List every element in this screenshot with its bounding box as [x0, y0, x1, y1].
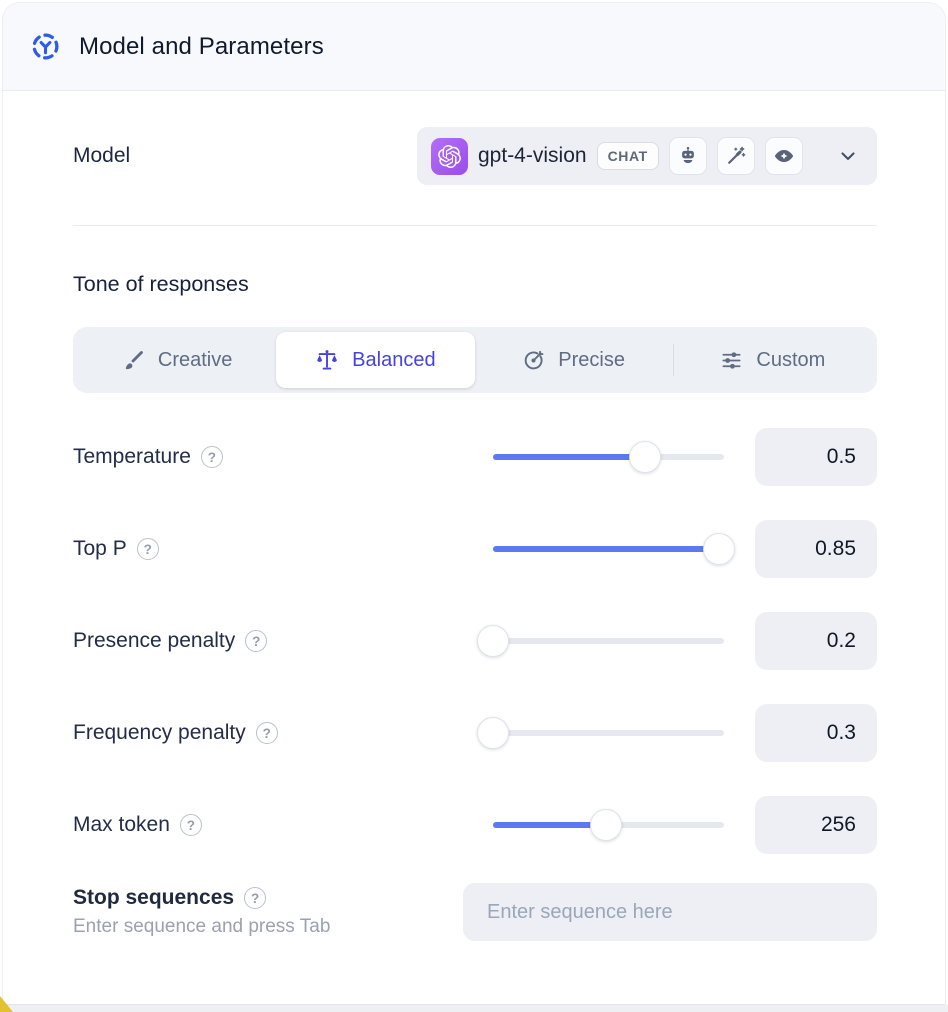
parameter-label: Temperature	[73, 445, 191, 468]
model-label: Model	[73, 144, 131, 167]
parameter-label: Presence penalty	[73, 629, 236, 652]
slider-thumb[interactable]	[477, 625, 509, 657]
vision-eye-icon	[764, 137, 803, 175]
selected-model-name: gpt-4-vision	[478, 144, 587, 167]
section-divider	[73, 225, 877, 226]
tone-tab-precise[interactable]: Precise	[475, 332, 673, 388]
help-icon[interactable]: ?	[245, 630, 268, 652]
slider-thumb[interactable]	[629, 441, 662, 473]
help-icon[interactable]: ?	[200, 446, 223, 468]
model-type-badge: CHAT	[596, 142, 659, 170]
target-icon	[522, 349, 545, 372]
stop-sequence-input[interactable]	[463, 883, 877, 941]
parameter-slider[interactable]	[493, 533, 736, 565]
slider-thumb[interactable]	[590, 809, 623, 841]
parameter-row: Presence penalty ? 0.2	[73, 595, 877, 687]
magic-wand-icon	[716, 137, 755, 175]
openai-logo-icon	[431, 137, 468, 175]
parameter-row: Temperature ? 0.5	[73, 411, 877, 503]
parameter-slider[interactable]	[477, 625, 724, 657]
sliders-icon	[720, 349, 743, 372]
tone-tab-group: Creative Balanced Precise Custom	[73, 327, 877, 393]
model-select-dropdown[interactable]: gpt-4-vision CHAT	[417, 127, 877, 185]
parameter-value[interactable]: 0.5	[755, 428, 877, 486]
parameter-value[interactable]: 0.2	[755, 612, 877, 670]
parameter-row: Frequency penalty ? 0.3	[73, 687, 877, 779]
panel-header: Model and Parameters	[3, 3, 945, 91]
panel-title: Model and Parameters	[79, 32, 324, 60]
parameter-row: Max token ? 256	[73, 779, 877, 871]
help-icon[interactable]: ?	[255, 722, 278, 744]
model-hub-icon	[30, 31, 61, 62]
parameter-value[interactable]: 256	[755, 796, 877, 854]
parameter-label: Max token	[73, 813, 170, 836]
stop-sequences-hint: Enter sequence and press Tab	[73, 916, 331, 937]
slider-thumb[interactable]	[477, 717, 509, 749]
tone-section-heading: Tone of responses	[73, 272, 249, 296]
scales-icon	[315, 348, 339, 372]
parameter-value[interactable]: 0.85	[755, 520, 877, 578]
bot-icon	[668, 137, 707, 175]
parameter-slider[interactable]	[493, 441, 724, 473]
chevron-down-icon[interactable]	[837, 145, 863, 167]
tone-tab-balanced[interactable]: Balanced	[276, 332, 475, 388]
help-icon[interactable]: ?	[179, 814, 202, 836]
parameter-slider[interactable]	[493, 809, 724, 841]
parameter-row: Top P ? 0.85	[73, 503, 877, 595]
help-icon[interactable]: ?	[136, 538, 159, 560]
brush-icon	[122, 349, 145, 372]
help-icon[interactable]: ?	[244, 887, 267, 909]
tone-tab-creative[interactable]: Creative	[78, 332, 276, 388]
parameter-slider[interactable]	[477, 717, 724, 749]
stop-sequences-label: Stop sequences	[73, 886, 235, 909]
parameter-label: Frequency penalty	[73, 721, 246, 744]
stop-sequences-row: Stop sequences ? Enter sequence and pres…	[73, 883, 877, 941]
model-row: Model gpt-4-vision CHAT	[73, 127, 877, 185]
tone-tab-custom[interactable]: Custom	[674, 332, 872, 388]
page-background-strip	[0, 1005, 948, 1012]
parameter-value[interactable]: 0.3	[755, 704, 877, 762]
tab-divider	[672, 344, 674, 376]
parameter-list: Temperature ? 0.5 Top P ? 0.85 Prese	[73, 411, 877, 871]
parameter-label: Top P	[73, 537, 127, 560]
slider-thumb[interactable]	[703, 533, 736, 565]
